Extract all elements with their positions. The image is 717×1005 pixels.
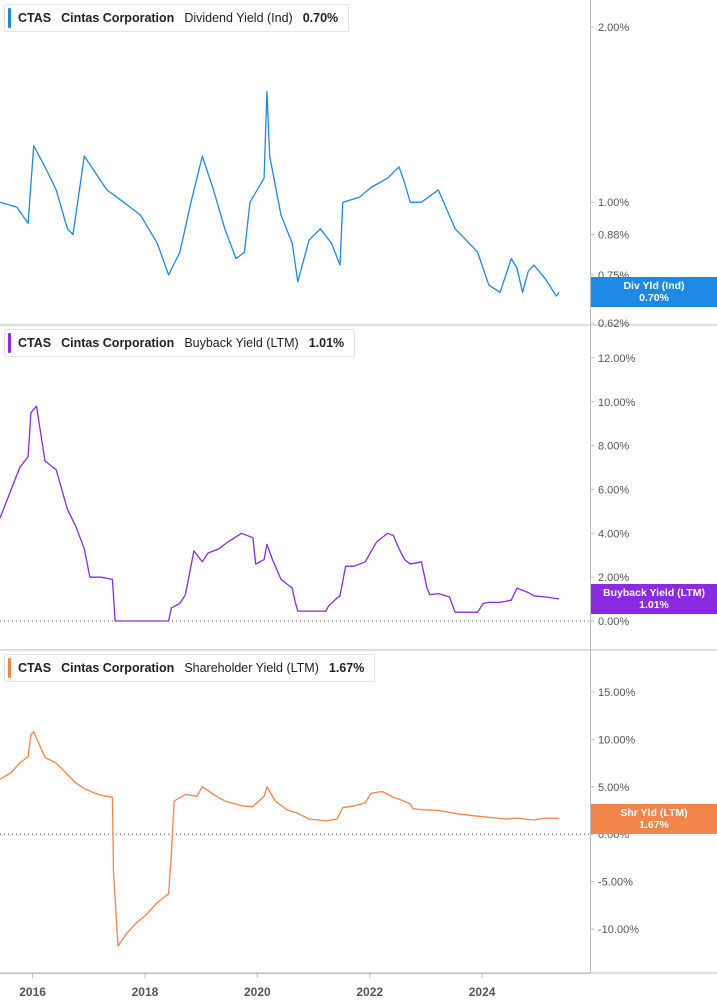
legend-ticker: CTAS bbox=[18, 11, 52, 25]
tag-value: 1.01% bbox=[639, 599, 669, 611]
y-tick-label: 1.00% bbox=[598, 197, 629, 209]
y-tick-label: 10.00% bbox=[598, 397, 636, 409]
y-tick-label: 2.00% bbox=[598, 572, 629, 584]
legend-company: Cintas Corporation bbox=[61, 336, 175, 350]
last-value-tag-buyback: Buyback Yield (LTM) 1.01% bbox=[591, 584, 717, 614]
legend-metric: Buyback Yield (LTM) bbox=[184, 336, 299, 350]
tag-label: Shr Yld (LTM) bbox=[620, 807, 688, 819]
legend-value: 1.67% bbox=[328, 661, 365, 675]
series-line bbox=[0, 90, 560, 297]
y-tick-label: 0.62% bbox=[598, 318, 629, 330]
x-tick-label: 2022 bbox=[356, 985, 383, 999]
tag-label: Buyback Yield (LTM) bbox=[603, 587, 705, 599]
legend-ticker: CTAS bbox=[18, 336, 52, 350]
legend-metric: Dividend Yield (Ind) bbox=[184, 11, 293, 25]
y-tick-label: 12.00% bbox=[598, 353, 636, 365]
y-tick-label: 0.00% bbox=[598, 616, 629, 628]
y-tick-label: 0.88% bbox=[598, 229, 629, 241]
y-tick-label: 2.00% bbox=[598, 22, 629, 34]
y-tick-label: 10.00% bbox=[598, 734, 636, 746]
x-tick-label: 2020 bbox=[244, 985, 271, 999]
legend-value: 0.70% bbox=[302, 11, 339, 25]
legend-color-swatch bbox=[8, 658, 11, 678]
x-tick-label: 2018 bbox=[132, 985, 159, 999]
legend-dividend[interactable]: CTAS Cintas Corporation Dividend Yield (… bbox=[4, 4, 350, 32]
legend-shareholder[interactable]: CTAS Cintas Corporation Shareholder Yiel… bbox=[4, 654, 376, 682]
last-value-tag-shareholder: Shr Yld (LTM) 1.67% bbox=[591, 804, 717, 834]
y-tick-label: 15.00% bbox=[598, 687, 636, 699]
x-tick-label: 2024 bbox=[469, 985, 496, 999]
legend-ticker: CTAS bbox=[18, 661, 52, 675]
legend-buyback[interactable]: CTAS Cintas Corporation Buyback Yield (L… bbox=[4, 329, 356, 357]
x-axis: 2016 2018 2020 2022 2024 bbox=[0, 973, 590, 999]
legend-color-swatch bbox=[8, 8, 11, 28]
series-line bbox=[0, 405, 560, 622]
legend-metric: Shareholder Yield (LTM) bbox=[184, 661, 319, 675]
tag-value: 0.70% bbox=[639, 292, 669, 304]
legend-company: Cintas Corporation bbox=[61, 661, 175, 675]
y-tick-label: 8.00% bbox=[598, 441, 629, 453]
x-tick-label: 2016 bbox=[19, 985, 46, 999]
legend-color-swatch bbox=[8, 333, 11, 353]
tag-label: Div Yld (Ind) bbox=[623, 280, 685, 292]
legend-company: Cintas Corporation bbox=[61, 11, 175, 25]
legend-value: 1.01% bbox=[308, 336, 345, 350]
tag-value: 1.67% bbox=[639, 819, 669, 831]
y-tick-label: 5.00% bbox=[598, 782, 629, 794]
y-tick-label: 6.00% bbox=[598, 485, 629, 497]
y-tick-label: -5.00% bbox=[598, 877, 633, 889]
panel-1: 12.00% 10.00% 8.00% 6.00% 4.00% 2.00% 0.00% bbox=[0, 325, 717, 651]
y-tick-label: -10.00% bbox=[598, 924, 639, 936]
y-tick-label: 4.00% bbox=[598, 528, 629, 540]
last-value-tag-dividend: Div Yld (Ind) 0.70% bbox=[591, 277, 717, 307]
series-line bbox=[0, 731, 560, 947]
